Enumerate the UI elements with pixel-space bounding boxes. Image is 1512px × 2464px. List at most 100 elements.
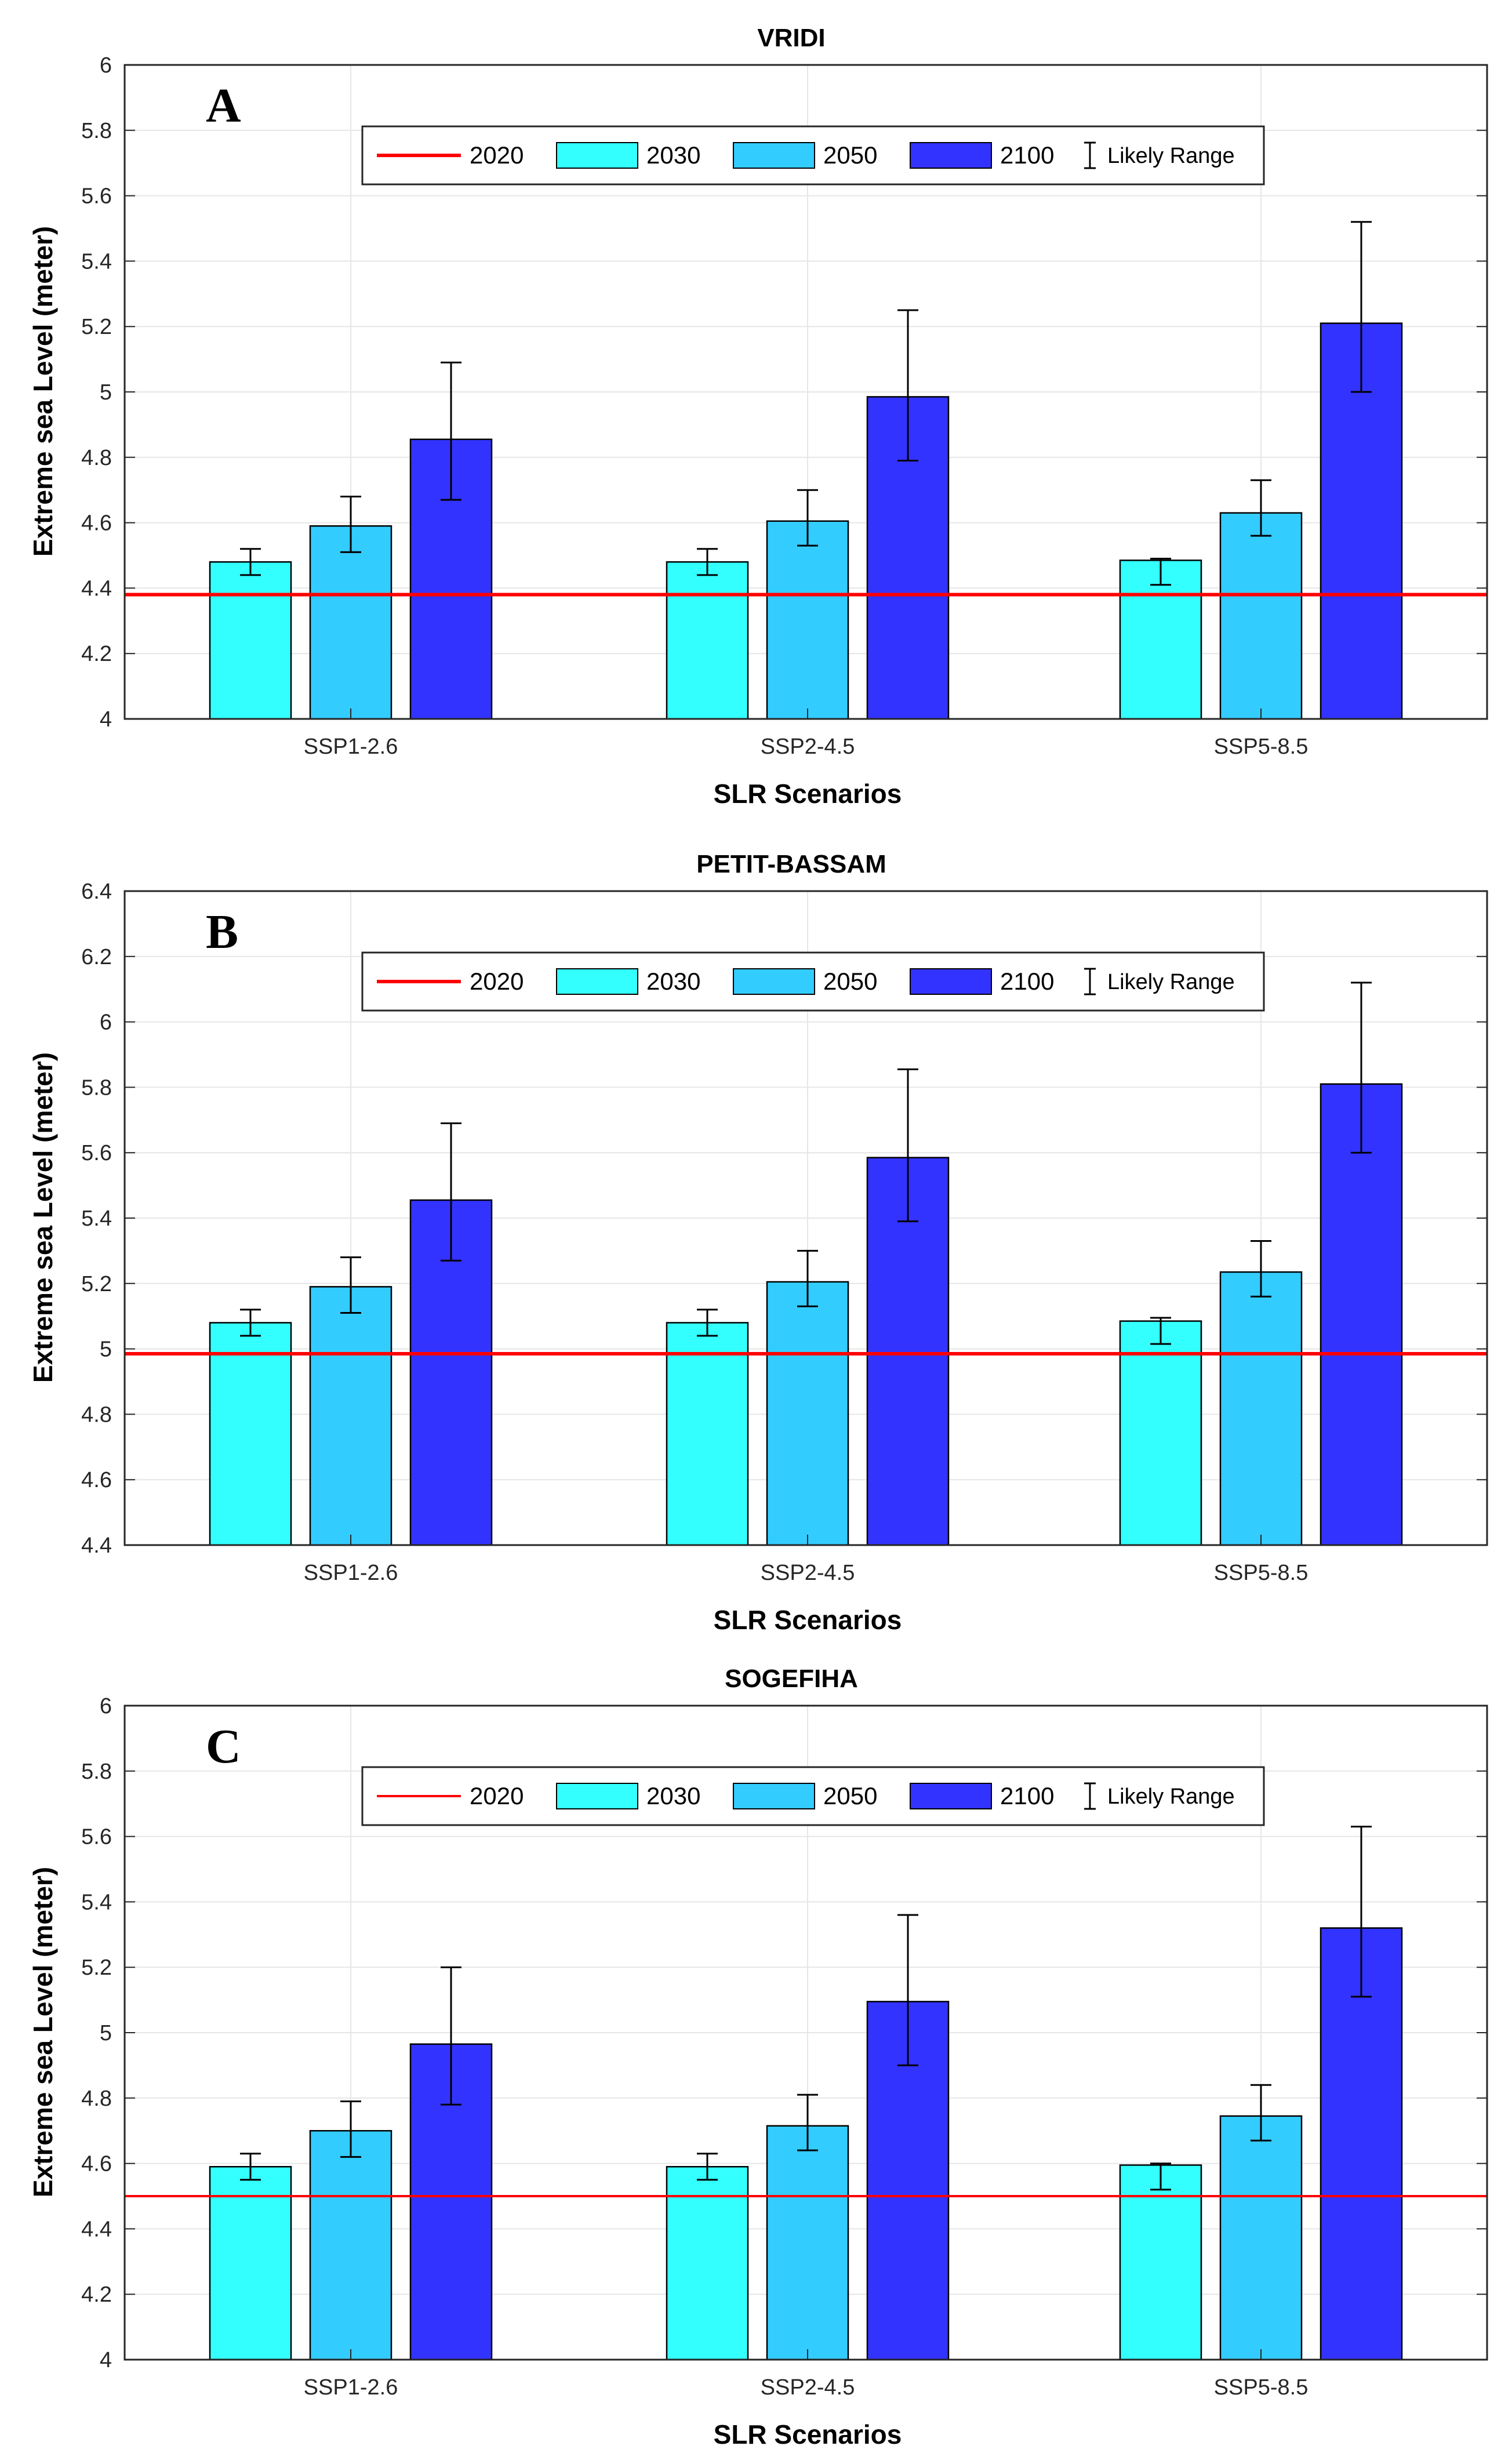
bar-2050-ssp2-4.5 (766, 2125, 849, 2361)
x-tick-label: SSP5-8.5 (1214, 735, 1309, 759)
y-tick-label: 5 (100, 380, 112, 405)
bar-2050-ssp1-2.6 (309, 1286, 392, 1546)
bar-2050-ssp1-2.6 (309, 2129, 392, 2361)
y-tick-label: 6.4 (81, 880, 112, 904)
legend-label-likely-range: Likely Range (1107, 1785, 1235, 1809)
x-tick-label: SSP1-2.6 (304, 735, 398, 759)
y-tick-label: 5.4 (81, 1890, 112, 1914)
y-tick-label: 4.4 (81, 1533, 112, 1558)
y-tick-label: 4.4 (81, 576, 112, 601)
y-tick-label: 6.2 (81, 945, 112, 969)
panel-vridi: VRIDI 4 4.2 4.4 4.6 4.8 5 5.2 5.4 5.6 5.8 6 SSP1-2.… (0, 0, 1512, 823)
y-tick-label: 5.6 (81, 1141, 112, 1165)
bar-2030-ssp1-2.6 (209, 1322, 292, 1546)
legend-swatch-2100 (910, 142, 992, 169)
bar-2050-ssp1-2.6 (309, 525, 392, 720)
bar-2030-ssp1-2.6 (209, 2165, 292, 2361)
panel-sogefiha: SOGEFIHA 4 4.2 4.4 4.6 4.8 5 5.2 5.4 5.6 5.8 6 SSP1… (0, 1641, 1512, 2464)
bar-2100-ssp1-2.6 (409, 438, 493, 720)
legend: 2020 2030 2050 2100 Likely Range (361, 125, 1265, 186)
bar-2030-ssp5-8.5 (1119, 559, 1202, 720)
panel-label: C (206, 1720, 241, 1774)
y-tick-label: 5.4 (81, 249, 112, 274)
y-tick-label: 5.4 (81, 1206, 112, 1231)
chart-title: PETIT-BASSAM (696, 850, 886, 878)
y-tick-label: 4.8 (81, 446, 112, 470)
legend-swatch-2050 (733, 1783, 815, 1809)
x-tick-label: SSP1-2.6 (304, 2375, 398, 2400)
y-tick-label: 4 (100, 707, 112, 732)
y-tick-label: 5.8 (81, 119, 112, 143)
chart-vridi: VRIDI 4 4.2 4.4 4.6 4.8 5 5.2 5.4 5.6 5.8 6 SSP1-2.… (28, 24, 1488, 809)
legend-label-2030: 2030 (646, 968, 700, 995)
legend-errorbar-icon (1084, 968, 1096, 995)
bar-2050-ssp2-4.5 (766, 520, 849, 720)
bar-2030-ssp5-8.5 (1119, 1320, 1202, 1546)
panel-label: B (206, 905, 238, 959)
legend-label-2030: 2030 (646, 141, 700, 169)
legend-label-2020: 2020 (470, 1782, 524, 1809)
legend-label-2050: 2050 (823, 1782, 877, 1809)
legend-swatch-2100 (910, 1783, 992, 1809)
legend-swatch-2030 (556, 1783, 638, 1809)
legend-swatch-2050 (733, 142, 815, 169)
y-axis-label: Extreme sea Level (meter) (28, 1867, 58, 2197)
legend-label-2030: 2030 (646, 1782, 700, 1809)
legend-label-2050: 2050 (823, 968, 877, 995)
x-tick-label: SSP5-8.5 (1214, 1561, 1309, 1585)
legend-swatch-2030 (556, 968, 638, 995)
bar-2050-ssp5-8.5 (1219, 2115, 1303, 2361)
y-tick-label: 4.4 (81, 2217, 112, 2241)
y-tick-label: 4.2 (81, 642, 112, 666)
x-axis-label: SLR Scenarios (714, 1605, 902, 1635)
x-tick-label: SSP5-8.5 (1214, 2375, 1309, 2400)
y-tick-label: 6 (100, 53, 112, 78)
legend-swatch-2050 (733, 968, 815, 995)
y-tick-label: 5.6 (81, 184, 112, 209)
x-tick-label: SSP2-4.5 (761, 735, 855, 759)
panel-label: A (206, 79, 241, 133)
y-tick-label: 5 (100, 2021, 112, 2045)
bar-2100-ssp5-8.5 (1320, 1927, 1403, 2361)
legend: 2020 2030 2050 2100 Likely Range (361, 1766, 1265, 1826)
chart-sogefiha: SOGEFIHA 4 4.2 4.4 4.6 4.8 5 5.2 5.4 5.6 5.8 6 SSP1… (28, 1665, 1488, 2450)
x-tick-label: SSP2-4.5 (761, 1561, 855, 1585)
x-tick-label: SSP1-2.6 (304, 1561, 398, 1585)
y-tick-label: 6 (100, 1694, 112, 1718)
legend-errorbar-icon (1084, 1782, 1096, 1810)
y-tick-label: 5 (100, 1338, 112, 1362)
chart-title: SOGEFIHA (725, 1665, 858, 1693)
x-axis-label: SLR Scenarios (714, 2419, 902, 2450)
panel-petit-bassam: PETIT-BASSAM 4.4 4.6 4.8 5 5.2 5.4 5.6 5.8 6 6.2 6… (0, 826, 1512, 1649)
legend-errorbar-icon (1084, 141, 1096, 169)
y-tick-label: 5.2 (81, 315, 112, 339)
legend-label-likely-range: Likely Range (1107, 144, 1235, 168)
y-tick-label: 5.8 (81, 1075, 112, 1100)
x-axis-label: SLR Scenarios (714, 779, 902, 809)
legend-swatch-2100 (910, 968, 992, 995)
y-tick-label: 4.8 (81, 1402, 112, 1427)
legend-swatch-2030 (556, 142, 638, 169)
bar-2030-ssp2-4.5 (666, 561, 749, 720)
y-tick-label: 4.2 (81, 2283, 112, 2307)
legend-label-2020: 2020 (470, 968, 524, 995)
bar-2100-ssp5-8.5 (1320, 1083, 1403, 1546)
x-tick-label: SSP2-4.5 (761, 2375, 855, 2400)
legend-label-2050: 2050 (823, 141, 877, 169)
y-tick-label: 5.2 (81, 1272, 112, 1296)
legend-label-2100: 2100 (1000, 1782, 1054, 1809)
bar-2030-ssp2-4.5 (666, 2165, 749, 2361)
y-tick-label: 4.6 (81, 511, 112, 536)
bar-2050-ssp2-4.5 (766, 1281, 849, 1546)
y-tick-label: 4 (100, 2348, 112, 2372)
bar-2030-ssp5-8.5 (1119, 2164, 1202, 2361)
chart-petit-bassam: PETIT-BASSAM 4.4 4.6 4.8 5 5.2 5.4 5.6 5.8 6 6.2 6… (28, 850, 1488, 1635)
legend-label-likely-range: Likely Range (1107, 970, 1235, 994)
y-axis-label: Extreme sea Level (meter) (28, 226, 58, 557)
y-tick-label: 4.6 (81, 1468, 112, 1492)
chart-title: VRIDI (757, 24, 825, 52)
y-tick-label: 4.6 (81, 2152, 112, 2176)
y-tick-label: 4.8 (81, 2087, 112, 2111)
legend-label-2020: 2020 (470, 141, 524, 169)
